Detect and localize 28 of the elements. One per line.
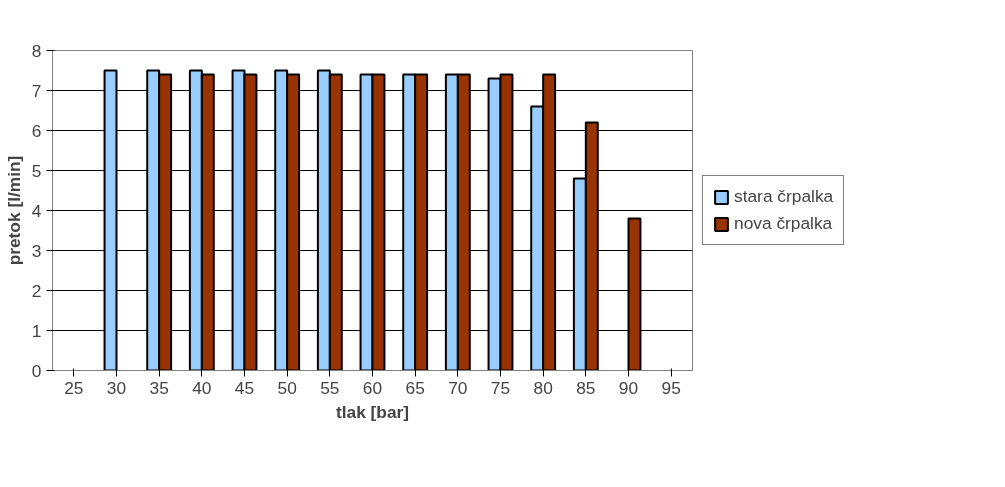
legend-label: stara črpalka bbox=[734, 186, 834, 207]
x-tick-label: 60 bbox=[362, 377, 383, 398]
x-tick-label: 90 bbox=[618, 377, 639, 398]
x-tick-label: 40 bbox=[192, 377, 212, 398]
x-axis-title: tlak [bar] bbox=[335, 401, 410, 422]
x-tick-label: 25 bbox=[64, 377, 84, 398]
y-tick-label: 3 bbox=[31, 240, 42, 261]
x-tick-label: 30 bbox=[106, 377, 127, 398]
x-tick-label: 75 bbox=[490, 377, 511, 398]
x-tick-label: 80 bbox=[533, 377, 553, 398]
y-tick-label: 0 bbox=[31, 360, 42, 381]
y-tick-label: 5 bbox=[31, 160, 42, 181]
y-tick-label: 4 bbox=[31, 200, 42, 221]
legend-label: nova črpalka bbox=[734, 213, 833, 234]
y-axis-title: pretok [l/min] bbox=[3, 155, 24, 266]
x-tick-label: 95 bbox=[661, 377, 681, 398]
x-tick-label: 55 bbox=[320, 377, 340, 398]
y-tick-label: 8 bbox=[31, 40, 42, 61]
y-tick-label: 2 bbox=[31, 280, 42, 301]
x-tick-label: 45 bbox=[234, 377, 255, 398]
y-tick-label: 6 bbox=[31, 120, 42, 141]
x-tick-label: 50 bbox=[277, 377, 297, 398]
y-tick-label: 7 bbox=[31, 80, 42, 101]
x-tick-label: 65 bbox=[405, 377, 425, 398]
x-tick-label: 70 bbox=[448, 377, 468, 398]
x-tick-label: 85 bbox=[576, 377, 596, 398]
y-tick-label: 1 bbox=[31, 320, 42, 341]
x-tick-label: 35 bbox=[149, 377, 169, 398]
